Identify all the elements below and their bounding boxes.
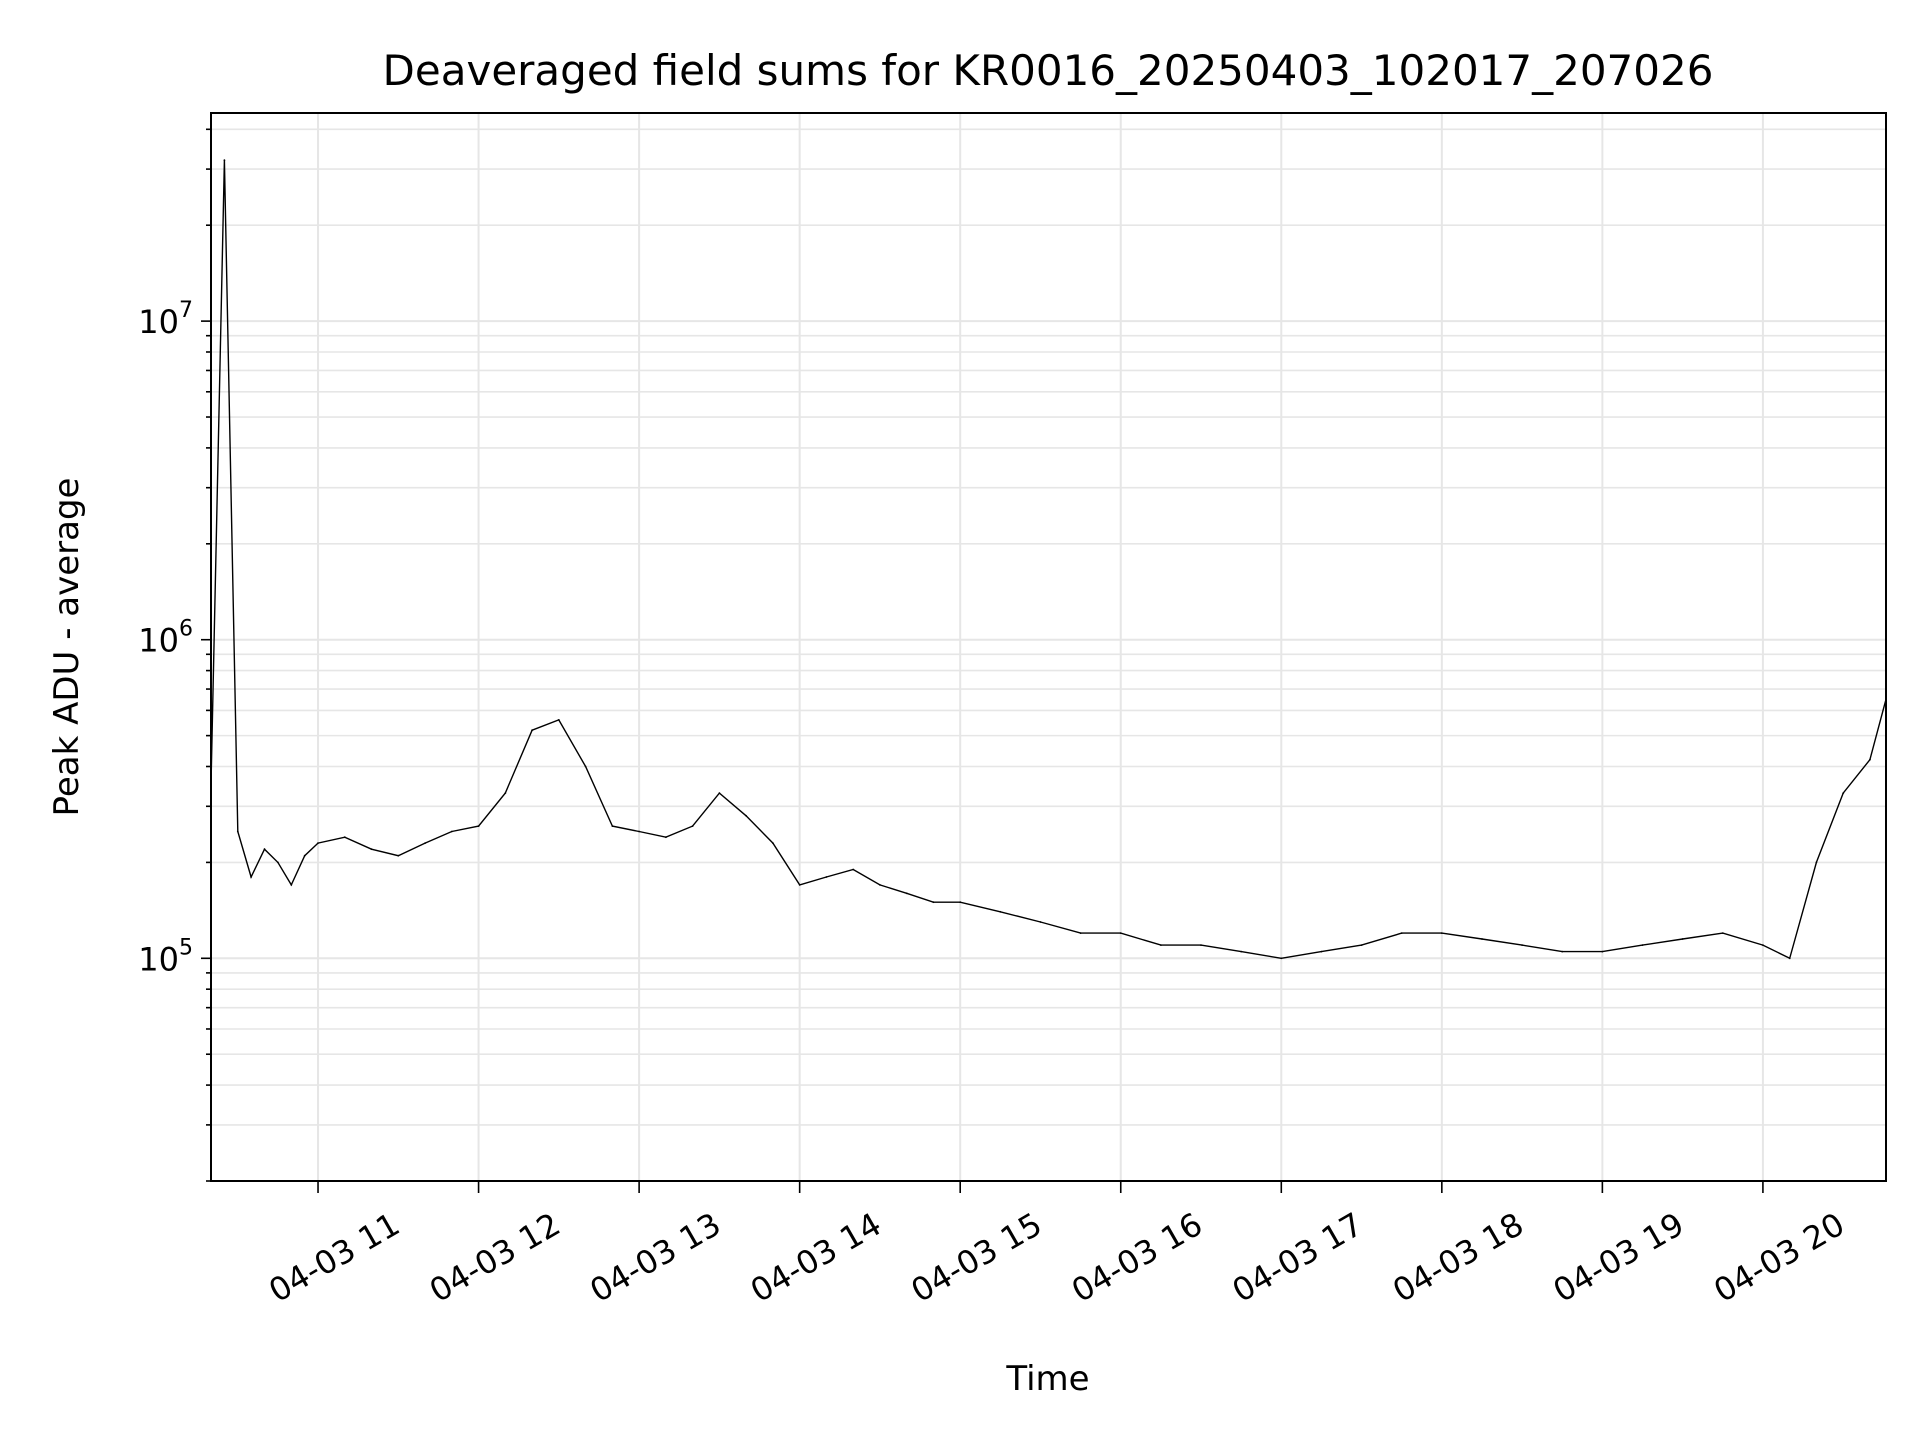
series-point	[504, 792, 507, 794]
series-point	[450, 830, 453, 833]
series-point	[1200, 944, 1202, 946]
series-point	[343, 836, 346, 839]
series-point	[397, 854, 400, 857]
series-point	[798, 884, 801, 886]
series-point	[1601, 950, 1604, 953]
series-point	[959, 901, 962, 904]
series-point	[1815, 861, 1818, 864]
series-point	[1869, 758, 1871, 761]
series-point	[1721, 932, 1724, 934]
series-point	[1681, 938, 1684, 940]
y-axis-label: Peak ADU - average	[47, 478, 87, 817]
series-point	[370, 848, 373, 851]
series-point	[879, 884, 881, 886]
series-point	[665, 836, 667, 839]
chart-title: Deaveraged field sums for KR0016_2025040…	[383, 46, 1714, 95]
series-point	[531, 729, 533, 732]
series-point	[424, 842, 426, 844]
series-point	[263, 848, 266, 851]
y-tick-label: 105	[138, 935, 193, 978]
series-point	[852, 868, 855, 871]
series-point	[772, 842, 774, 844]
series-point	[1788, 957, 1791, 960]
y-tick-exponent: 5	[179, 935, 193, 960]
series-point	[557, 719, 560, 721]
y-tick-exponent: 7	[179, 298, 193, 323]
series-point	[1240, 950, 1243, 953]
y-tick-base: 10	[138, 940, 179, 978]
series-point	[1400, 932, 1403, 934]
series-point	[1762, 944, 1764, 946]
series-point	[1079, 932, 1082, 934]
series-point	[277, 861, 279, 864]
grid-layer	[211, 113, 1886, 1182]
y-tick-label: 107	[138, 298, 193, 341]
x-axis-label: Time	[1005, 1359, 1089, 1399]
series-point	[1561, 950, 1564, 953]
series-point	[1280, 957, 1283, 960]
series-point	[718, 792, 721, 794]
series-point	[303, 854, 306, 857]
series-point	[1481, 938, 1483, 940]
series-point	[638, 830, 640, 833]
series-point	[1039, 921, 1042, 923]
series-point	[1119, 932, 1122, 934]
series-point	[290, 884, 293, 886]
plot-frame	[210, 112, 1887, 1182]
series-point	[1842, 792, 1845, 794]
y-tick-exponent: 6	[179, 617, 193, 642]
series-point	[611, 825, 614, 827]
series-point	[691, 825, 694, 827]
series-point	[477, 825, 480, 827]
series-layer	[210, 159, 1887, 960]
series-point	[745, 814, 747, 817]
series-point	[317, 842, 319, 844]
series-point	[1360, 944, 1363, 946]
series-line	[210, 160, 1887, 960]
y-tick-base: 10	[138, 303, 179, 341]
series-point	[825, 876, 828, 878]
series-point	[999, 910, 1002, 913]
series-point	[1320, 950, 1323, 953]
series-point	[905, 892, 908, 895]
series-point	[1641, 944, 1644, 946]
y-tick-label: 106	[138, 617, 193, 660]
series-point	[1440, 932, 1443, 934]
series-point	[250, 876, 253, 878]
series-point	[223, 159, 226, 162]
series-point	[1521, 944, 1523, 946]
series-point	[584, 765, 587, 768]
y-tick-base: 10	[138, 622, 179, 660]
series-point	[1160, 944, 1162, 946]
series-point	[236, 830, 239, 833]
series-point	[932, 901, 935, 904]
